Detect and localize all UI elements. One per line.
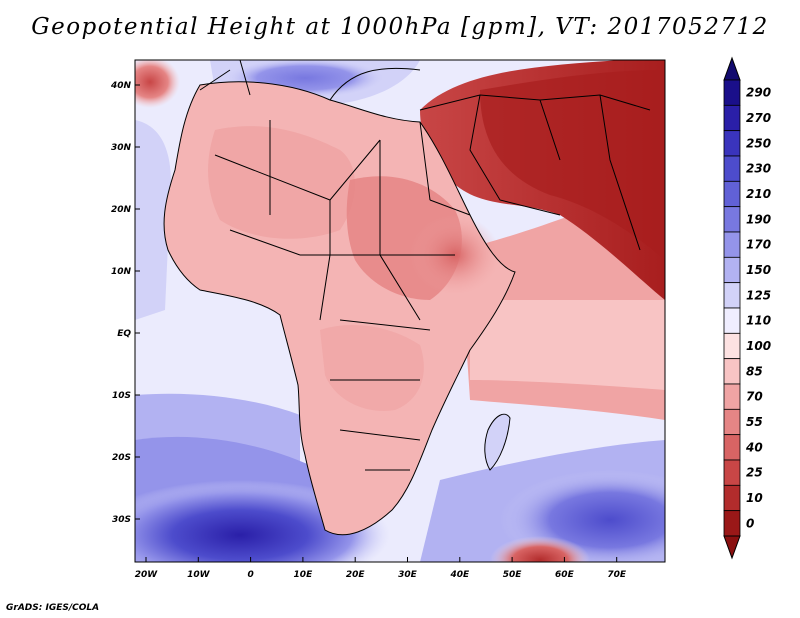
- x-tick-label: 10E: [294, 570, 314, 580]
- x-tick-label: 20W: [135, 570, 159, 580]
- madagascar: [484, 414, 510, 470]
- colorbar-label: 250: [746, 136, 771, 150]
- colorbar-segment: [723, 231, 741, 258]
- y-tick-label: 20S: [112, 453, 131, 463]
- colorbar-label: 70: [746, 390, 763, 404]
- colorbar-segment: [723, 484, 741, 512]
- colorbar-label: 270: [746, 111, 771, 125]
- x-tick-label: 0: [247, 570, 253, 580]
- colorbar-label: 150: [746, 263, 771, 277]
- y-tick-label: 10S: [112, 391, 131, 401]
- colorbar-segment: [723, 510, 741, 537]
- y-tick-label: 20N: [111, 205, 132, 215]
- colorbar-label: 125: [746, 288, 771, 302]
- colorbar-label: 55: [746, 415, 763, 429]
- x-tick-label: 70E: [607, 570, 627, 580]
- boundaries: [163, 60, 651, 536]
- colorbar-label: 110: [746, 314, 771, 328]
- x-tick-label: 20E: [346, 570, 366, 580]
- map-field: [135, 60, 665, 562]
- map-title: Geopotential Height at 1000hPa [gpm], VT…: [31, 14, 769, 40]
- colorbar-segment: [723, 307, 741, 334]
- y-tick-label: 10N: [111, 267, 132, 277]
- x-tick-label: 50E: [503, 570, 523, 580]
- colorbar-segment: [723, 434, 741, 461]
- x-axis: 20W 10W 0 10E 20E 30E 40E 50E 60E 70E: [135, 557, 627, 580]
- colorbar-segment: [723, 104, 741, 132]
- x-tick-label: 40E: [449, 570, 470, 580]
- colorbar-segment: [723, 358, 741, 385]
- colorbar-segment: [723, 79, 741, 106]
- colorbar-segment: [723, 130, 741, 157]
- colorbar-segment: [723, 332, 741, 360]
- y-tick-label: 30S: [112, 515, 131, 525]
- y-tick-label: 40N: [110, 81, 132, 91]
- y-axis: 40N 30N 20N 10N EQ 10S 20S 30S: [110, 81, 140, 525]
- colorbar-segment: [723, 459, 741, 486]
- colorbar-label: 290: [746, 86, 771, 100]
- colorbar-label: 190: [746, 212, 771, 226]
- colorbar-label: 85: [746, 364, 763, 378]
- colorbar-label: 230: [746, 162, 771, 176]
- colorbar-label: 0: [746, 516, 754, 530]
- colorbar-segment: [723, 383, 741, 410]
- colorbar-label: 170: [746, 238, 771, 252]
- y-tick-label: EQ: [117, 329, 131, 339]
- colorbar-label: 40: [745, 440, 763, 454]
- colorbar-segment: [723, 206, 741, 233]
- colorbar: 2902702502302101901701501251101008570554…: [723, 56, 771, 560]
- colorbar-segment: [723, 155, 741, 182]
- x-tick-label: 30E: [398, 570, 418, 580]
- colorbar-bottom-arrow: [723, 535, 741, 560]
- colorbar-top-arrow: [723, 56, 741, 81]
- colorbar-segment: [723, 256, 741, 284]
- x-tick-label: 60E: [555, 570, 575, 580]
- map-frame: [134, 59, 666, 563]
- colorbar-label: 210: [746, 187, 771, 201]
- y-tick-label: 30N: [111, 143, 132, 153]
- x-tick-label: 10W: [187, 570, 211, 580]
- colorbar-label: 10: [746, 491, 763, 505]
- colorbar-segment: [723, 408, 741, 436]
- colorbar-label: 100: [746, 339, 771, 353]
- colorbar-segment: [723, 282, 741, 309]
- colorbar-label: 25: [746, 466, 763, 480]
- credit-text: GrADS: IGES/COLA: [6, 603, 100, 613]
- colorbar-segment: [723, 180, 741, 208]
